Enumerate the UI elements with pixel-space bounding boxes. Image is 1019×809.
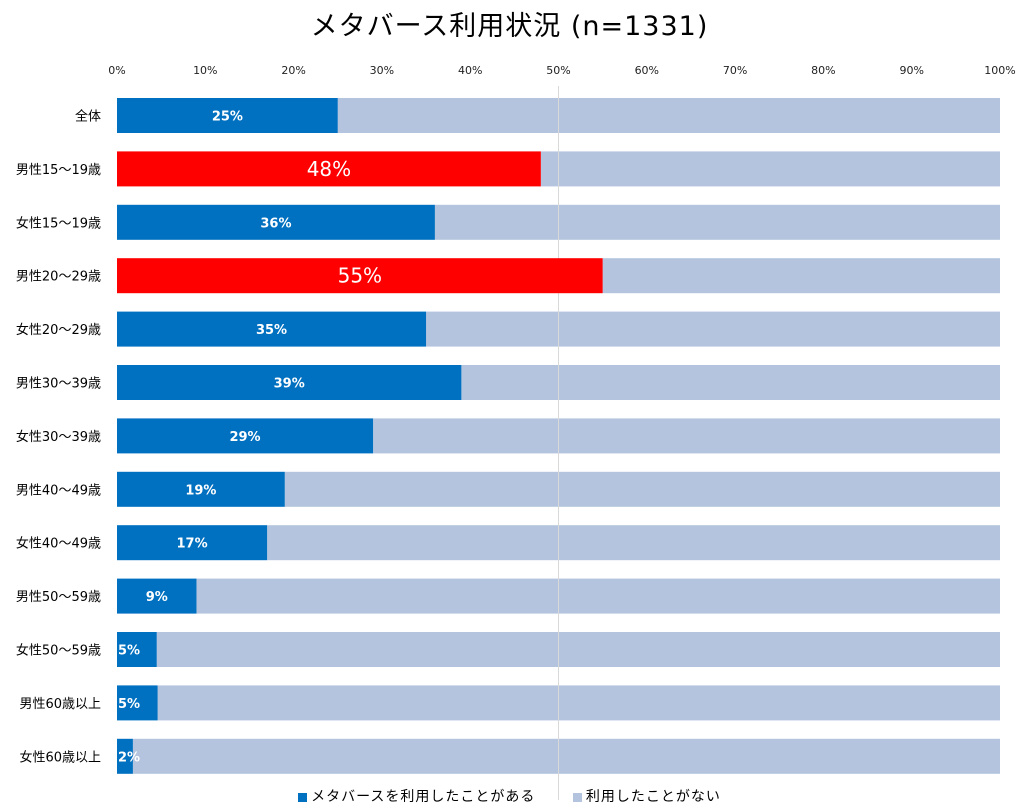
x-tick-label: 60% xyxy=(635,64,659,77)
category-label: 女性40～49歳 xyxy=(16,536,101,552)
data-label: 36% xyxy=(260,216,291,231)
remainder-bars xyxy=(132,98,1001,774)
category-labels: 全体男性15～19歳女性15～19歳男性20～29歳女性20～29歳男性30～3… xyxy=(16,109,101,766)
legend-label-not-used: 利用したことがない xyxy=(585,789,721,805)
x-tick-label: 100% xyxy=(984,64,1015,77)
category-label: 女性15～19歳 xyxy=(16,215,101,231)
category-label: 男性40～49歳 xyxy=(16,483,101,498)
bar-used xyxy=(117,685,158,721)
bar-not-used xyxy=(156,632,1001,667)
bar-used-highlight xyxy=(117,258,603,294)
data-label: 39% xyxy=(274,377,305,392)
data-label: 5% xyxy=(118,644,140,659)
bar-not-used xyxy=(461,365,1000,400)
legend-item-not-used: 利用したことがない xyxy=(572,786,721,806)
category-label: 男性15～19歳 xyxy=(16,163,101,178)
data-label: 35% xyxy=(256,323,287,338)
bar-not-used xyxy=(284,471,1000,507)
category-label: 男性20～29歳 xyxy=(16,270,101,285)
x-tick-label: 30% xyxy=(370,64,394,77)
bar-used xyxy=(117,311,427,347)
bar-not-used xyxy=(426,311,1000,347)
data-label: 2% xyxy=(118,750,140,765)
data-label: 29% xyxy=(229,430,260,445)
category-label: 女性30～39歳 xyxy=(16,429,101,445)
data-labels: 25% 48% 36% 55% 35% 39% 29% 19% 17% 9% 5% 5% 2% xyxy=(118,110,382,766)
legend: メタバースを利用したことがある 利用したことがない xyxy=(0,786,1019,806)
x-tick-label: 40% xyxy=(458,64,482,77)
data-label: 55% xyxy=(338,264,382,288)
legend-swatch-not-used xyxy=(572,792,582,802)
bar-used xyxy=(117,204,435,240)
bar-not-used xyxy=(602,258,1000,294)
bar-used xyxy=(117,471,285,507)
legend-label-used: メタバースを利用したことがある xyxy=(311,789,536,805)
category-label: 女性50～59歳 xyxy=(16,643,101,659)
data-label: 48% xyxy=(307,157,351,181)
x-tick-label: 80% xyxy=(811,64,835,77)
bar-not-used xyxy=(373,418,1000,454)
x-tick-label: 20% xyxy=(281,64,305,77)
category-label: 男性60歳以上 xyxy=(19,697,101,712)
bar-used xyxy=(117,98,338,133)
data-label: 19% xyxy=(185,483,216,498)
category-label: 女性20～29歳 xyxy=(16,322,101,338)
bar-not-used xyxy=(157,685,1001,721)
x-tick-label: 90% xyxy=(899,64,923,77)
x-tick-label: 70% xyxy=(723,64,747,77)
category-label: 男性50～59歳 xyxy=(16,590,101,605)
bar-not-used xyxy=(132,738,1001,774)
bar-not-used xyxy=(267,525,1000,561)
bar-not-used xyxy=(434,204,1000,240)
data-label: 5% xyxy=(118,697,140,712)
bar-not-used xyxy=(196,578,1001,614)
bar-used xyxy=(117,738,133,774)
bar-not-used xyxy=(337,98,1000,133)
bar-used xyxy=(117,525,268,561)
data-label: 9% xyxy=(146,590,168,605)
data-label: 25% xyxy=(212,110,243,125)
legend-swatch-used xyxy=(298,792,308,802)
category-label: 全体 xyxy=(75,109,101,125)
bar-used xyxy=(117,418,374,454)
x-tick-label: 0% xyxy=(108,64,125,77)
x-tick-label: 10% xyxy=(193,64,217,77)
bar-used-highlight xyxy=(117,151,541,187)
usage-bars xyxy=(117,98,603,774)
bar-used xyxy=(117,578,197,614)
category-label: 女性60歳以上 xyxy=(19,749,101,765)
bar-used xyxy=(117,365,462,400)
category-label: 男性30～39歳 xyxy=(16,377,101,392)
data-label: 17% xyxy=(176,537,207,552)
x-axis-ticks: 0% 10% 20% 30% 40% 50% 60% 70% 80% 90% 100% xyxy=(108,64,1015,77)
x-tick-label: 50% xyxy=(546,64,570,77)
chart-title: メタバース利用状況 (n=1331) xyxy=(310,11,709,42)
legend-item-used: メタバースを利用したことがある xyxy=(298,786,535,806)
bar-used xyxy=(117,632,157,667)
bar-not-used xyxy=(540,151,1000,187)
